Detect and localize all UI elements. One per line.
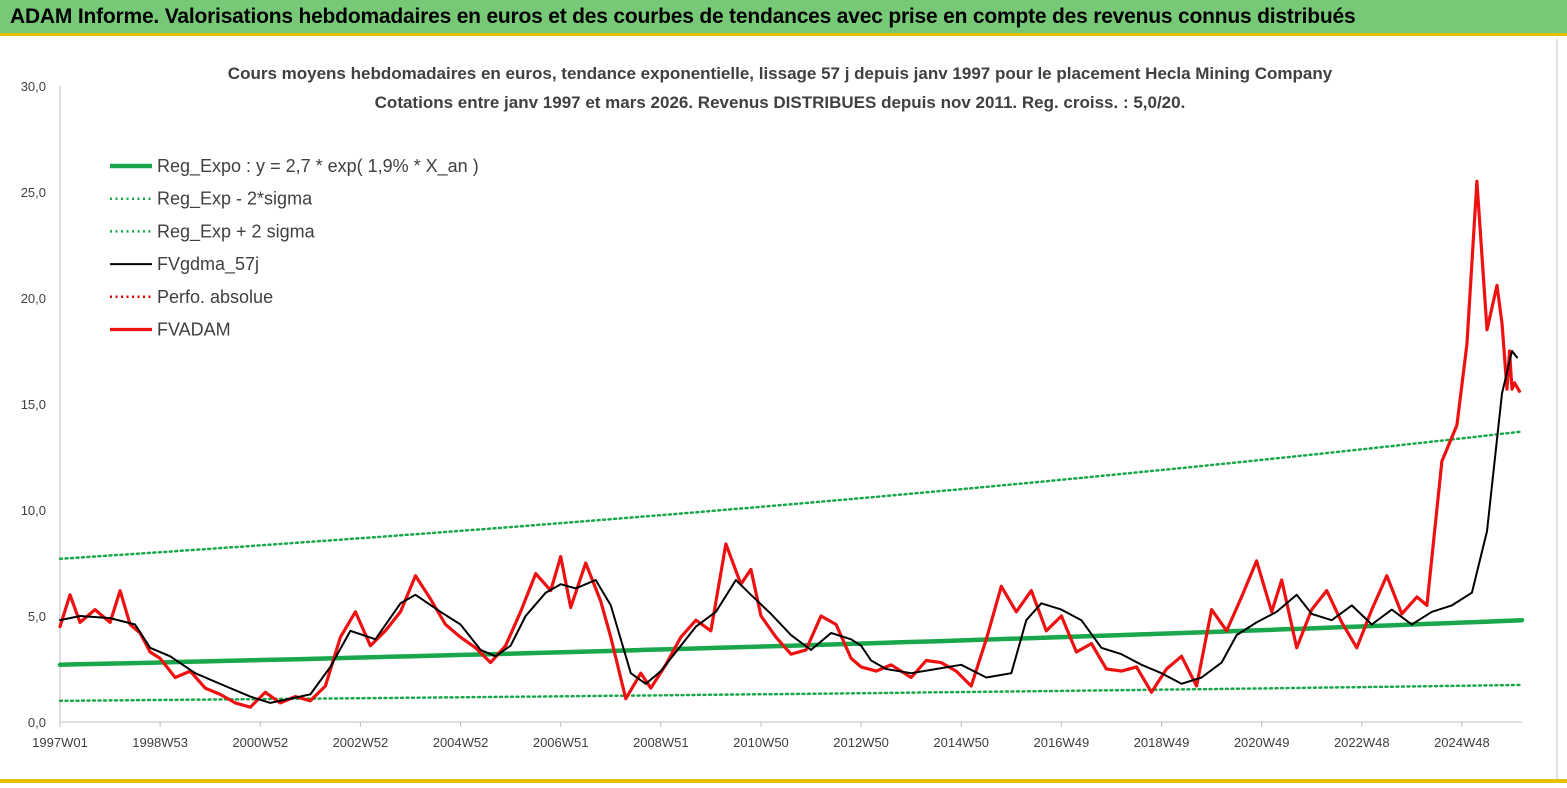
x-tick-label: 2020W49	[1234, 735, 1290, 750]
y-tick-label: 20,0	[21, 291, 46, 306]
y-axis: 0,0 5,0 10,0 15,0 20,0 25,0 30,0	[21, 79, 61, 730]
header-title: ADAM Informe. Valorisations hebdomadaire…	[10, 5, 1356, 28]
x-tick-label: 2002W52	[333, 735, 389, 750]
header-bar: ADAM Informe. Valorisations hebdomadaire…	[0, 0, 1567, 36]
x-tick-label: 2006W51	[533, 735, 589, 750]
x-tick-label: 2012W50	[833, 735, 889, 750]
chart-title-line2: Cotations entre janv 1997 et mars 2026. …	[375, 93, 1186, 112]
x-tick-label: 2022W48	[1334, 735, 1390, 750]
y-tick-label: 0,0	[28, 715, 46, 730]
legend-label: Perfo. absolue	[157, 287, 273, 307]
series-line-reg-exp-2	[58, 683, 1524, 703]
legend-label: Reg_Expo : y = 2,7 * exp( 1,9% * X_an )	[157, 156, 479, 177]
plot-area	[57, 179, 1525, 709]
chart-frame: Cours moyens hebdomadaires en euros, ten…	[0, 39, 1567, 783]
series-line-fvgdma-57j	[59, 350, 1518, 704]
x-tick-label: 2018W49	[1134, 735, 1190, 750]
y-tick-label: 5,0	[28, 609, 46, 624]
y-tick-label: 15,0	[21, 397, 46, 412]
bottom-accent-line	[0, 779, 1567, 783]
x-tick-label: 2000W52	[232, 735, 288, 750]
series-line-reg-exp-2	[58, 430, 1524, 561]
legend: Reg_Expo : y = 2,7 * exp( 1,9% * X_an ) R…	[110, 156, 479, 340]
legend-label: Reg_Exp - 2*sigma	[157, 189, 313, 210]
x-tick-label: 2008W51	[633, 735, 689, 750]
x-tick-label: 2004W52	[433, 735, 489, 750]
y-tick-label: 30,0	[21, 79, 46, 94]
x-tick-label: 1998W53	[132, 735, 188, 750]
legend-label: Reg_Exp + 2 sigma	[157, 221, 316, 242]
chart-svg: Cours moyens hebdomadaires en euros, ten…	[21, 39, 1558, 783]
x-tick-label: 2016W49	[1034, 735, 1090, 750]
chart-title-line1: Cours moyens hebdomadaires en euros, ten…	[228, 64, 1333, 83]
x-tick-label: 2024W48	[1434, 735, 1490, 750]
x-axis: 1997W01 1998W53 2000W52 2002W52 2004W52 2006W…	[32, 721, 1522, 750]
x-tick-label: 2010W50	[733, 735, 789, 750]
legend-label: FVgdma_57j	[157, 254, 259, 275]
x-tick-label: 1997W01	[32, 735, 88, 750]
x-tick-label: 2014W50	[933, 735, 989, 750]
y-tick-label: 25,0	[21, 185, 46, 200]
series-line-reg-expo-y	[57, 617, 1525, 668]
y-tick-label: 10,0	[21, 503, 46, 518]
legend-label: FVADAM	[157, 320, 231, 340]
